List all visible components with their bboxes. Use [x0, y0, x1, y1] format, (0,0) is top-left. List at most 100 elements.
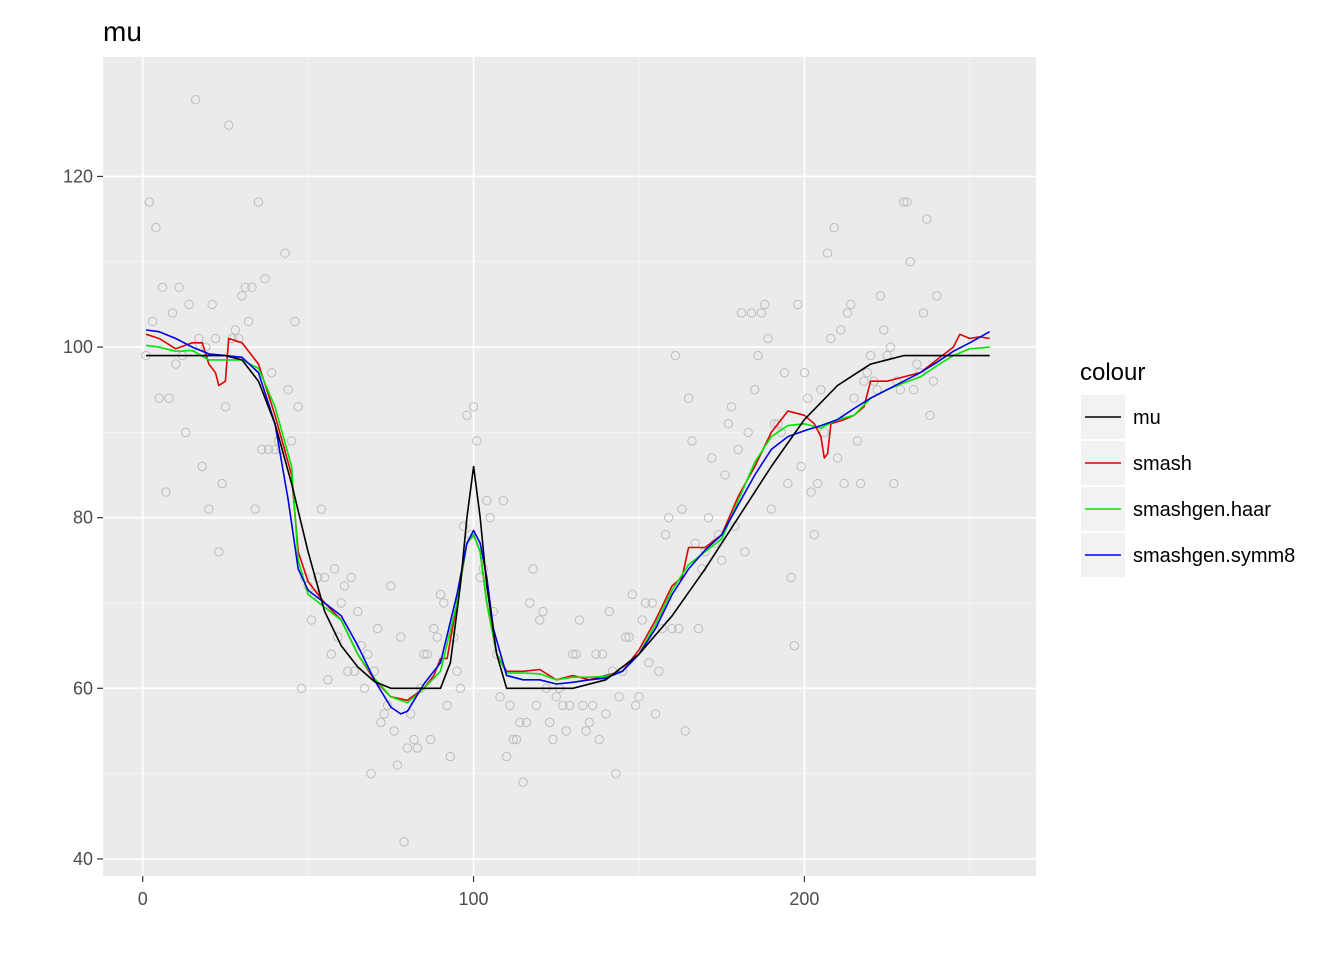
data-point: [210, 333, 221, 344]
data-point: [584, 717, 595, 728]
data-point: [779, 367, 790, 378]
data-point: [551, 692, 561, 702]
data-point: [826, 333, 836, 344]
data-point: [746, 308, 757, 318]
legend-label: smashgen.haar: [1133, 499, 1271, 521]
data-point: [237, 291, 247, 301]
data-point: [399, 837, 409, 847]
data-point: [349, 666, 360, 676]
data-point: [720, 470, 730, 480]
data-point: [723, 419, 734, 429]
data-point: [677, 504, 687, 514]
data-point: [161, 487, 171, 497]
data-point: [396, 632, 406, 642]
data-point: [505, 700, 515, 711]
data-point: [498, 495, 509, 506]
data-point: [733, 444, 743, 455]
data-point: [482, 495, 492, 506]
data-point: [766, 504, 777, 514]
data-point: [879, 325, 889, 335]
data-point: [458, 521, 469, 531]
data-point: [660, 530, 671, 540]
data-point: [753, 350, 763, 361]
data-point: [898, 197, 909, 207]
data-point: [167, 308, 178, 318]
data-point: [581, 726, 591, 736]
data-point: [862, 367, 872, 378]
data-point: [816, 385, 826, 395]
data-point: [538, 606, 548, 617]
data-point: [462, 410, 472, 421]
data-point: [250, 504, 260, 514]
data-point: [875, 291, 886, 301]
data-point: [680, 726, 690, 736]
data-point: [511, 734, 522, 745]
data-point: [703, 512, 714, 523]
y-tick-label: 40: [73, 849, 93, 869]
data-point: [435, 589, 446, 600]
data-point: [859, 376, 869, 386]
data-point: [568, 649, 578, 659]
plot-panel: [103, 57, 1036, 876]
data-point: [750, 385, 760, 395]
data-point: [333, 632, 343, 642]
data-point: [597, 649, 608, 659]
data-point: [760, 299, 770, 310]
data-point: [693, 623, 704, 634]
data-point: [687, 436, 697, 446]
data-point: [214, 547, 224, 557]
data-point: [571, 649, 581, 659]
data-point: [846, 299, 856, 310]
data-point: [316, 504, 327, 514]
data-point: [634, 692, 644, 702]
data-point: [286, 436, 297, 446]
data-point: [574, 615, 585, 625]
data-point: [842, 308, 853, 318]
data-point: [621, 632, 631, 642]
data-point: [233, 333, 244, 344]
data-point: [895, 385, 906, 395]
y-axis: 40 60 80 100 120: [63, 166, 103, 869]
data-point: [799, 367, 810, 378]
data-point: [343, 666, 353, 676]
data-point: [647, 598, 657, 608]
data-point: [809, 530, 820, 540]
data-point: [756, 308, 767, 318]
data-point: [614, 692, 624, 702]
x-tick-label: 0: [138, 889, 148, 909]
data-point: [716, 555, 727, 566]
data-point: [372, 623, 383, 634]
data-point: [240, 282, 250, 293]
data-point: [313, 572, 323, 583]
data-point: [389, 726, 399, 736]
data-point: [624, 632, 634, 642]
data-point: [928, 376, 939, 386]
data-point: [386, 581, 396, 591]
data-point: [740, 547, 750, 557]
data-point: [515, 717, 525, 728]
data-point: [667, 623, 677, 634]
data-point: [564, 700, 575, 711]
data-point: [247, 282, 257, 293]
data-point: [535, 615, 545, 625]
data-point: [468, 402, 479, 412]
data-point: [839, 478, 849, 489]
data-point: [263, 444, 274, 455]
data-point: [412, 743, 423, 753]
data-point: [485, 512, 495, 523]
data-point: [531, 700, 542, 711]
data-point: [455, 683, 466, 694]
data-point: [227, 333, 237, 344]
data-point: [260, 274, 270, 284]
data-point: [736, 308, 747, 318]
data-point: [819, 427, 829, 438]
data-point: [925, 410, 935, 421]
data-point: [544, 717, 555, 728]
data-point: [280, 248, 290, 258]
data-point: [812, 478, 823, 489]
data-point: [789, 640, 800, 651]
data-point: [157, 282, 168, 293]
data-point: [855, 478, 866, 489]
data-point: [445, 751, 456, 762]
